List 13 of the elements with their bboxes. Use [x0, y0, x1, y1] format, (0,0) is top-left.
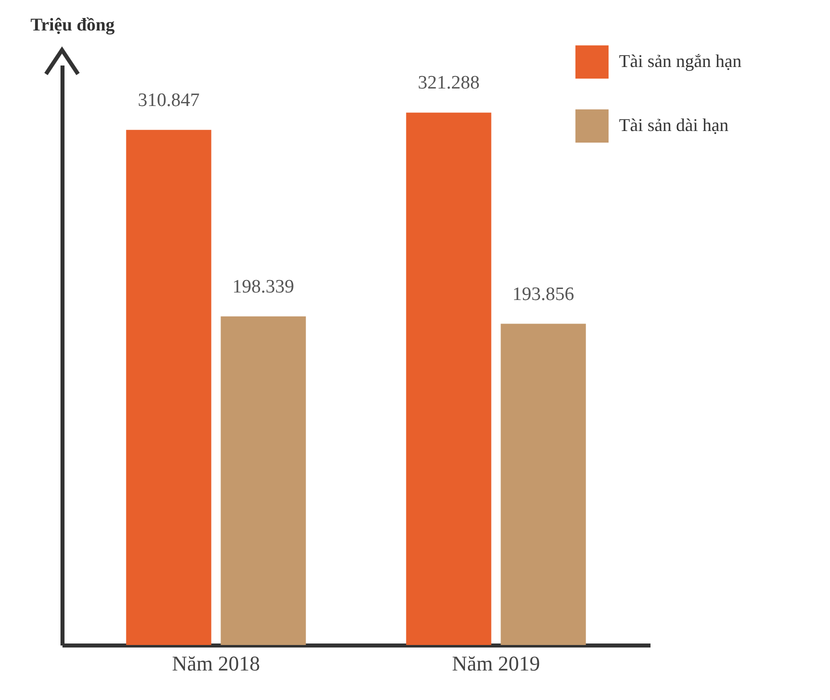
legend-label: Tài sản dài hạn — [619, 115, 728, 135]
x-tick-label: Năm 2019 — [452, 652, 540, 676]
legend-label: Tài sản ngắn hạn — [619, 51, 742, 71]
data-label: 193.856 — [512, 284, 574, 305]
bar — [500, 324, 586, 645]
data-label: 321.288 — [418, 72, 480, 94]
bar — [220, 316, 306, 645]
y-axis-title: Triệu đồng — [30, 14, 115, 34]
bar — [406, 112, 492, 645]
data-label: 310.847 — [138, 90, 200, 111]
data-label: 198.339 — [232, 276, 294, 298]
x-tick-label: Năm 2018 — [172, 652, 260, 676]
bar — [126, 130, 212, 645]
